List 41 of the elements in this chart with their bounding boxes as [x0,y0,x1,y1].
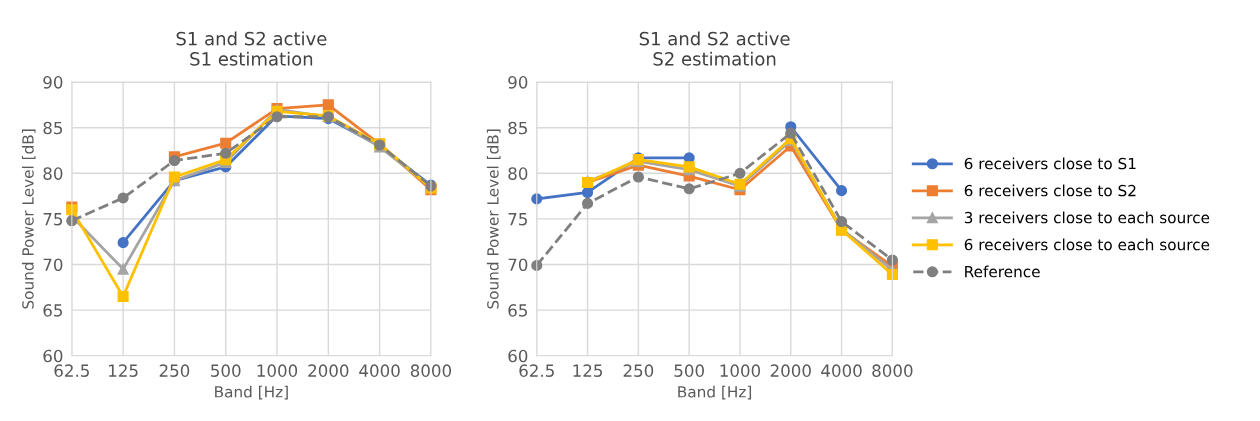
legend-label: 6 receivers close to each source [964,238,1210,251]
y-tick-label: 85 [43,121,63,135]
x-tick-label: 62.5 [54,364,89,377]
y-tick-label: 75 [508,213,527,226]
x-tick-label: 4000 [359,364,400,377]
y-tick-label: 75 [43,213,63,226]
x-tick-label: 8000 [410,364,452,377]
y-axis-title: Sound Power Level [dB] [21,129,36,309]
x-tick-label: 2000 [308,364,349,377]
y-tick-label: 70 [43,258,63,272]
legend-label: 6 receivers close to S2 [964,184,1136,197]
x-axis-title: Band [Hz] [678,385,752,400]
y-tick-label: 85 [508,121,527,135]
x-tick-label: 500 [674,364,704,377]
x-tick-label: 1000 [257,364,298,377]
y-tick-label: 65 [43,304,63,317]
x-tick-label: 125 [573,364,603,377]
x-tick-label: 4000 [821,364,862,377]
y-tick-label: 80 [508,167,528,180]
y-tick-label: 80 [43,167,63,180]
x-tick-label: 500 [211,364,241,377]
x-tick-label: 125 [109,364,138,377]
chart-title: S1 and S2 active S2 estimation [639,31,790,66]
y-tick-label: 60 [508,349,528,363]
y-tick-label: 90 [43,76,63,89]
x-tick-label: 250 [623,364,654,377]
x-tick-label: 1000 [720,364,761,377]
legend-label: Reference [965,265,1040,278]
chart-title: S1 and S2 active S1 estimation [176,31,327,66]
x-tick-label: 250 [159,364,190,377]
y-tick-label: 70 [508,258,528,272]
y-tick-label: 90 [508,76,528,89]
y-axis-title: Sound Power Level [dB] [486,129,501,309]
x-tick-label: 2000 [770,364,811,377]
x-tick-label: 8000 [872,364,913,377]
legend-label: 6 receivers close to S1 [964,157,1136,170]
y-tick-label: 65 [508,304,527,317]
legend-label: 3 receivers close to each source [964,211,1210,224]
y-tick-label: 60 [43,349,63,363]
x-tick-label: 62.5 [519,364,554,377]
x-axis-title: Band [Hz] [215,385,288,400]
